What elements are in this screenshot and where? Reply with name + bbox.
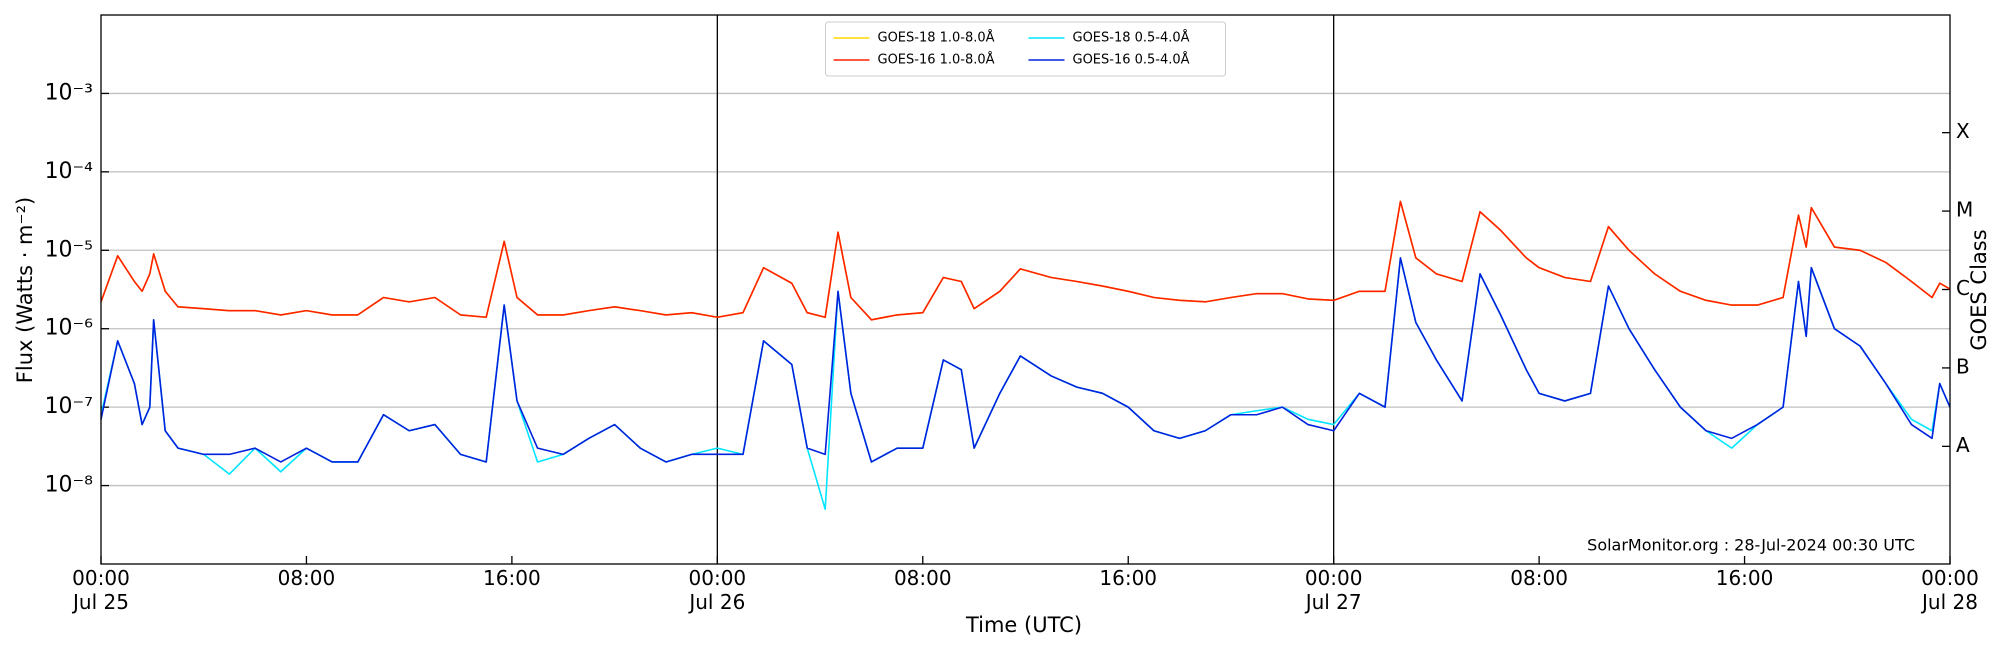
y-tick-label: 10⁻³ [45, 80, 93, 105]
annotation: SolarMonitor.org : 28-Jul-2024 00:30 UTC [1587, 536, 1915, 555]
y2-tick-label: A [1956, 433, 1970, 457]
y-tick-label: 10⁻⁶ [45, 316, 94, 341]
y-tick-label: 10⁻⁴ [45, 159, 94, 184]
series-line [100, 257, 1951, 463]
y2-axis-label: GOES Class [1967, 229, 1991, 350]
x-tick-label: 00:00 Jul 27 [1304, 566, 1363, 614]
series-line [100, 257, 1951, 510]
x-tick-label: 00:00 Jul 25 [72, 566, 130, 614]
series-line [100, 200, 1951, 321]
legend-label: GOES-16 0.5-4.0Å [1073, 52, 1190, 68]
plot-frame [100, 14, 1951, 565]
legend-label: GOES-16 1.0-8.0Å [878, 52, 995, 68]
y-tick-label: 10⁻⁵ [45, 237, 93, 262]
legend-label: GOES-18 0.5-4.0Å [1073, 30, 1190, 46]
legend-box [825, 21, 1226, 77]
x-tick-label: 00:00 Jul 28 [1921, 566, 1979, 614]
series-line [100, 200, 1951, 321]
y-axis-label: Flux (Watts · m⁻²) [13, 197, 37, 383]
x-tick-label: 08:00 [277, 566, 336, 590]
x-tick-label: 08:00 [893, 566, 952, 590]
y2-tick-label: C [1956, 276, 1970, 300]
legend-label: GOES-18 1.0-8.0Å [878, 30, 995, 46]
legend: GOES-18 1.0-8.0Å GOES-16 1.0-8.0Å GOES-18 … [825, 21, 1226, 77]
x-axis-label: Time (UTC) [965, 613, 1082, 637]
y2-tick-label: M [1956, 198, 1973, 222]
x-tick-label: 16:00 [1715, 566, 1774, 590]
x-tick-label: 16:00 [483, 566, 541, 590]
y-tick-label: 10⁻⁸ [45, 473, 94, 498]
y-tick-label: 10⁻⁷ [45, 394, 93, 419]
y2-tick-label: B [1956, 354, 1970, 378]
y2-tick-label: X [1956, 119, 1970, 143]
x-tick-label: 00:00 Jul 26 [688, 566, 747, 614]
x-tick-label: 08:00 [1510, 566, 1568, 590]
x-tick-label: 16:00 [1099, 566, 1158, 590]
